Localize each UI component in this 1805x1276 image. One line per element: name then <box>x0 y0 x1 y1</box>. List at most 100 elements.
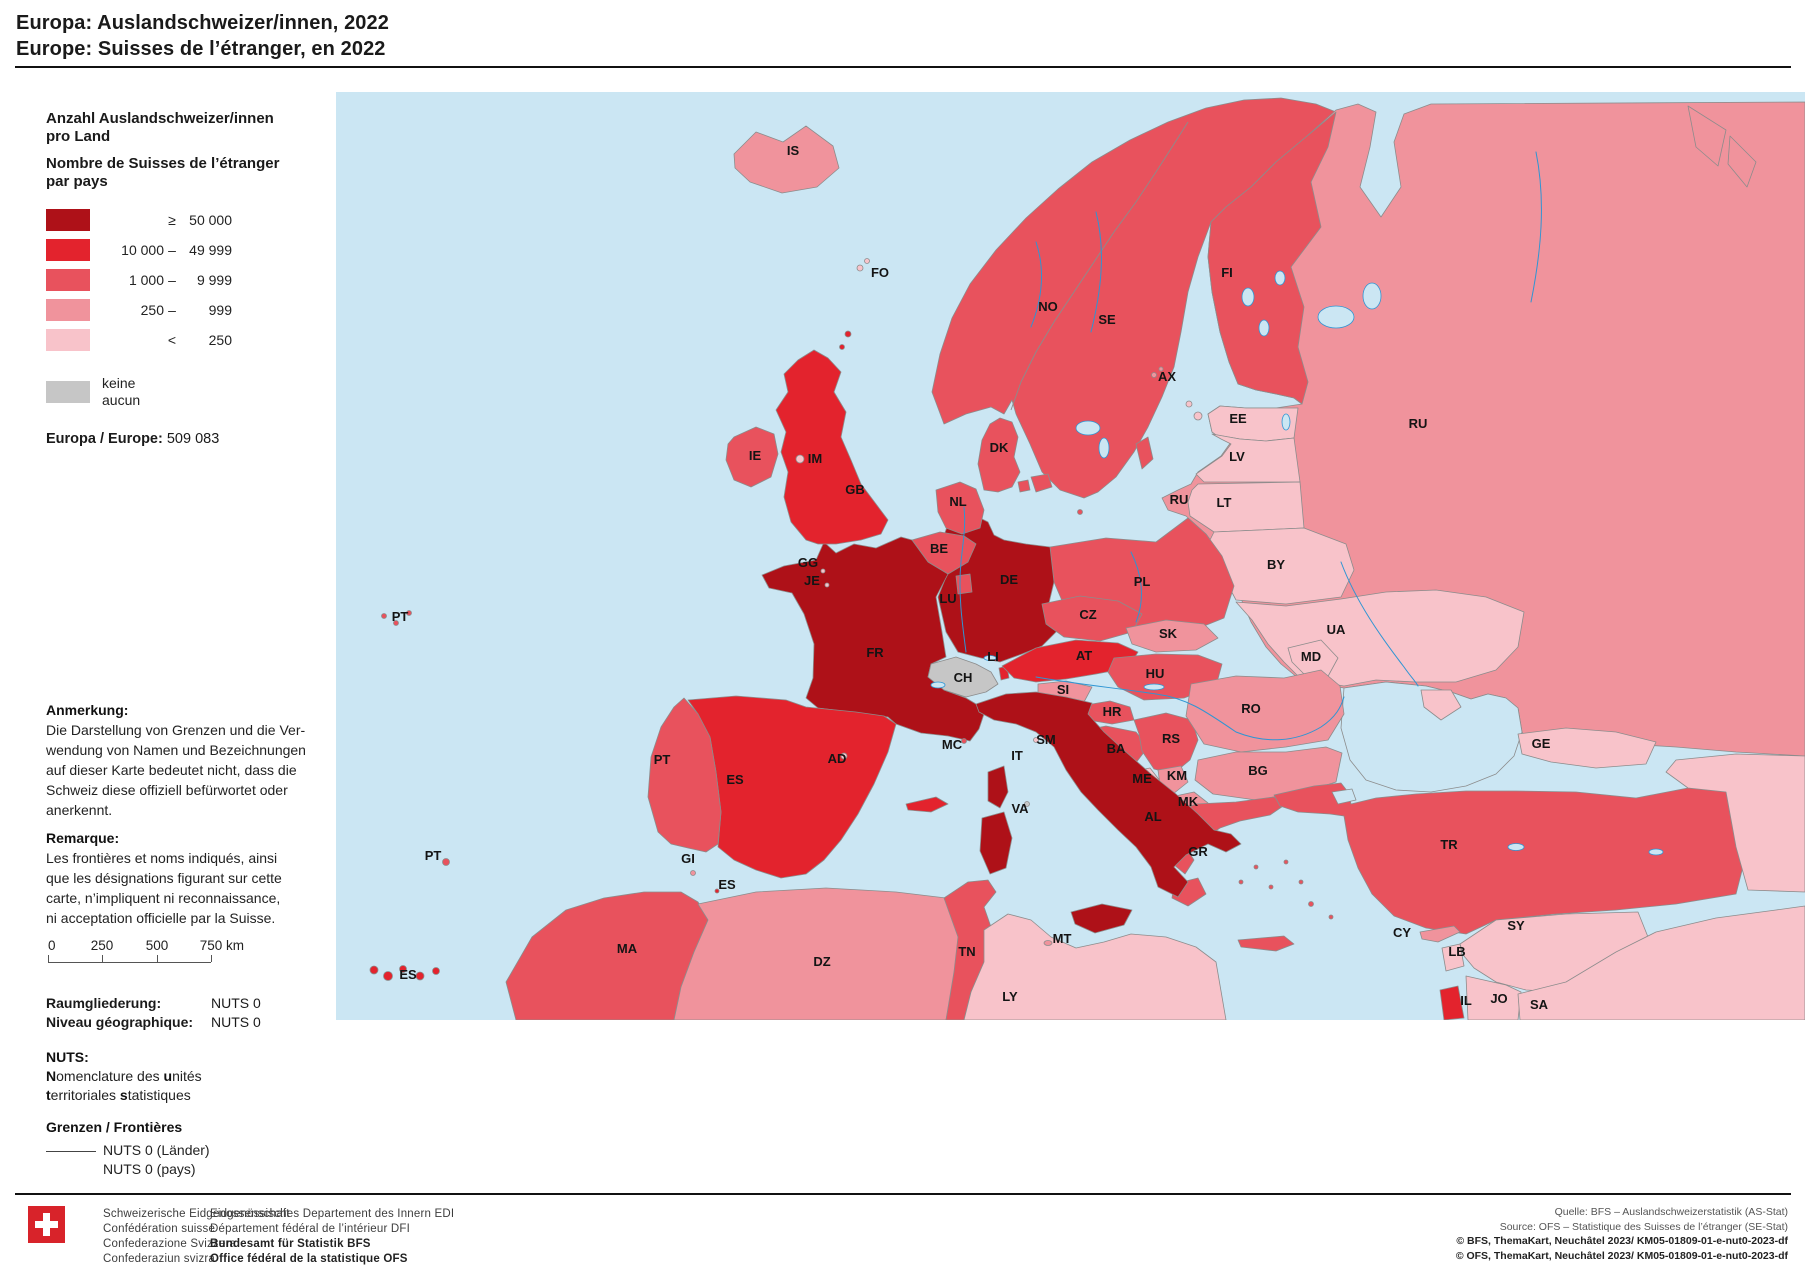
country-label-si: SI <box>1057 682 1069 697</box>
footer-source-line: Source: OFS – Statistique des Suisses de… <box>1499 1220 1788 1233</box>
country-nl <box>935 481 985 535</box>
country-fi <box>1207 111 1337 405</box>
title-divider <box>15 66 1791 68</box>
footer-source-line: © OFS, ThemaKart, Neuchâtel 2023/ KM05-0… <box>1455 1249 1788 1262</box>
borders-heading: Grenzen / Frontières <box>46 1119 183 1135</box>
geo-label-de: Raumgliederung: <box>46 995 162 1011</box>
legend-row: <250 <box>46 329 338 351</box>
legend-range: ≥50 000 <box>168 212 232 228</box>
country-gr-islands <box>1238 859 1334 920</box>
note-line: carte, n’impliquent ni reconnaissance, <box>46 890 281 906</box>
country-gg <box>820 568 826 574</box>
footer-dept-line: Département fédéral de l’intérieur DFI <box>210 1223 410 1235</box>
country-pt-madeira <box>442 858 450 866</box>
note-line: que les désignations figurant sur cette <box>46 870 282 886</box>
country-lv <box>1195 433 1301 483</box>
country-label-mk: MK <box>1178 794 1199 809</box>
borders-line1: NUTS 0 (Länder) <box>103 1142 210 1158</box>
country-label-ax: AX <box>1158 369 1176 384</box>
legend-range: <250 <box>167 332 232 348</box>
footer-org-line: Confédération suisse <box>103 1223 216 1235</box>
country-label-no: NO <box>1038 299 1058 314</box>
country-gb <box>775 349 889 545</box>
country-label-pl: PL <box>1134 574 1151 589</box>
country-it-sicily <box>1070 903 1133 934</box>
country-im <box>795 454 805 464</box>
country-il <box>1439 985 1465 1021</box>
country-ro <box>1185 669 1345 753</box>
swiss-flag-logo <box>28 1206 65 1243</box>
footer-org-line: Confederaziun svizra <box>103 1253 216 1265</box>
nuts-line: territoriales statistiques <box>46 1087 191 1103</box>
scale-tickmark <box>211 955 212 962</box>
country-label-sy: SY <box>1507 918 1525 933</box>
country-label-dz: DZ <box>813 954 830 969</box>
legend-heading-de-1: Anzahl Auslandschweizer/innen <box>46 110 274 127</box>
country-tr <box>1273 782 1749 935</box>
country-label-gg: GG <box>798 555 818 570</box>
legend-swatch <box>46 209 90 231</box>
legend-heading: Anzahl Auslandschweizer/innen pro Land N… <box>46 110 338 191</box>
country-bg <box>1194 746 1343 801</box>
footer-dept-line: Bundesamt für Statistik BFS <box>210 1238 371 1250</box>
country-se-gotland <box>1135 436 1154 470</box>
country-label-ie: IE <box>749 448 762 463</box>
scale-tickmark <box>48 955 49 962</box>
country-sm <box>1033 737 1039 743</box>
legend-total-label: Europa / Europe: <box>46 431 163 447</box>
border-line-sample <box>46 1150 96 1152</box>
country-label-ee: EE <box>1229 411 1247 426</box>
footer-source: Quelle: BFS – Auslandschweizerstatistik … <box>1456 1205 1788 1263</box>
country-label-rs: RS <box>1162 731 1180 746</box>
geo-label-fr: Niveau géographique: <box>46 1014 194 1030</box>
sidebar: Anzahl Auslandschweizer/innen pro Land N… <box>46 110 338 447</box>
note-line: anerkennt. <box>46 802 113 818</box>
country-label-es: ES <box>726 772 744 787</box>
geo-value-fr: NUTS 0 <box>211 1014 261 1030</box>
country-ee-island <box>1185 400 1193 408</box>
country-label-sa: SA <box>1530 997 1549 1012</box>
footer-dept-line: Eidgenössisches Departement des Innern E… <box>210 1208 455 1220</box>
country-label-bg: BG <box>1248 763 1268 778</box>
legend-none-row: keine aucun <box>46 375 338 409</box>
country-dk-zealand <box>1017 473 1053 493</box>
scale-bar: 0 250 500 750 km <box>48 938 248 966</box>
country-label-pt: PT <box>392 609 409 624</box>
scale-tick-500: 500 <box>145 938 169 953</box>
country-es-balearics <box>905 796 949 813</box>
footer-divider <box>15 1193 1791 1195</box>
country-label-ro: RO <box>1241 701 1261 716</box>
country-is <box>733 125 840 194</box>
legend-none-swatch <box>46 381 90 403</box>
country-label-it: IT <box>1011 748 1023 763</box>
country-es-ceuta <box>714 888 720 894</box>
note-heading-de: Anmerkung: <box>46 702 129 718</box>
country-fo-islands <box>856 258 870 272</box>
geo-value-de: NUTS 0 <box>211 995 261 1011</box>
country-es-canary <box>369 965 440 981</box>
legend-swatch <box>46 269 90 291</box>
country-label-hr: HR <box>1103 704 1122 719</box>
note-line: Les frontières et noms indiqués, ainsi <box>46 850 278 866</box>
country-label-at: AT <box>1076 648 1092 663</box>
country-gb-orkney <box>839 344 845 350</box>
country-sk <box>1125 619 1219 653</box>
legend-heading-fr-2: par pays <box>46 173 108 190</box>
country-label-fi: FI <box>1221 265 1233 280</box>
country-label-ch: CH <box>954 670 973 685</box>
footer-source-line: © BFS, ThemaKart, Neuchâtel 2023/ KM05-0… <box>1456 1235 1788 1247</box>
scale-unit: km <box>226 938 244 953</box>
country-label-tn: TN <box>958 944 975 959</box>
country-cy <box>1419 925 1461 943</box>
country-scandinavia <box>931 97 1337 499</box>
country-label-jo: JO <box>1490 991 1507 1006</box>
country-label-ru: RU <box>1170 492 1189 507</box>
country-label-mc: MC <box>942 737 963 752</box>
country-fr-corsica <box>987 765 1009 809</box>
country-label-es: ES <box>399 967 417 982</box>
legend-range: 10 000–49 999 <box>121 242 232 258</box>
footer-dept-line: Office fédéral de la statistique OFS <box>210 1253 408 1265</box>
country-label-il: IL <box>1460 993 1472 1008</box>
scale-tick-750: 750 <box>199 938 223 953</box>
